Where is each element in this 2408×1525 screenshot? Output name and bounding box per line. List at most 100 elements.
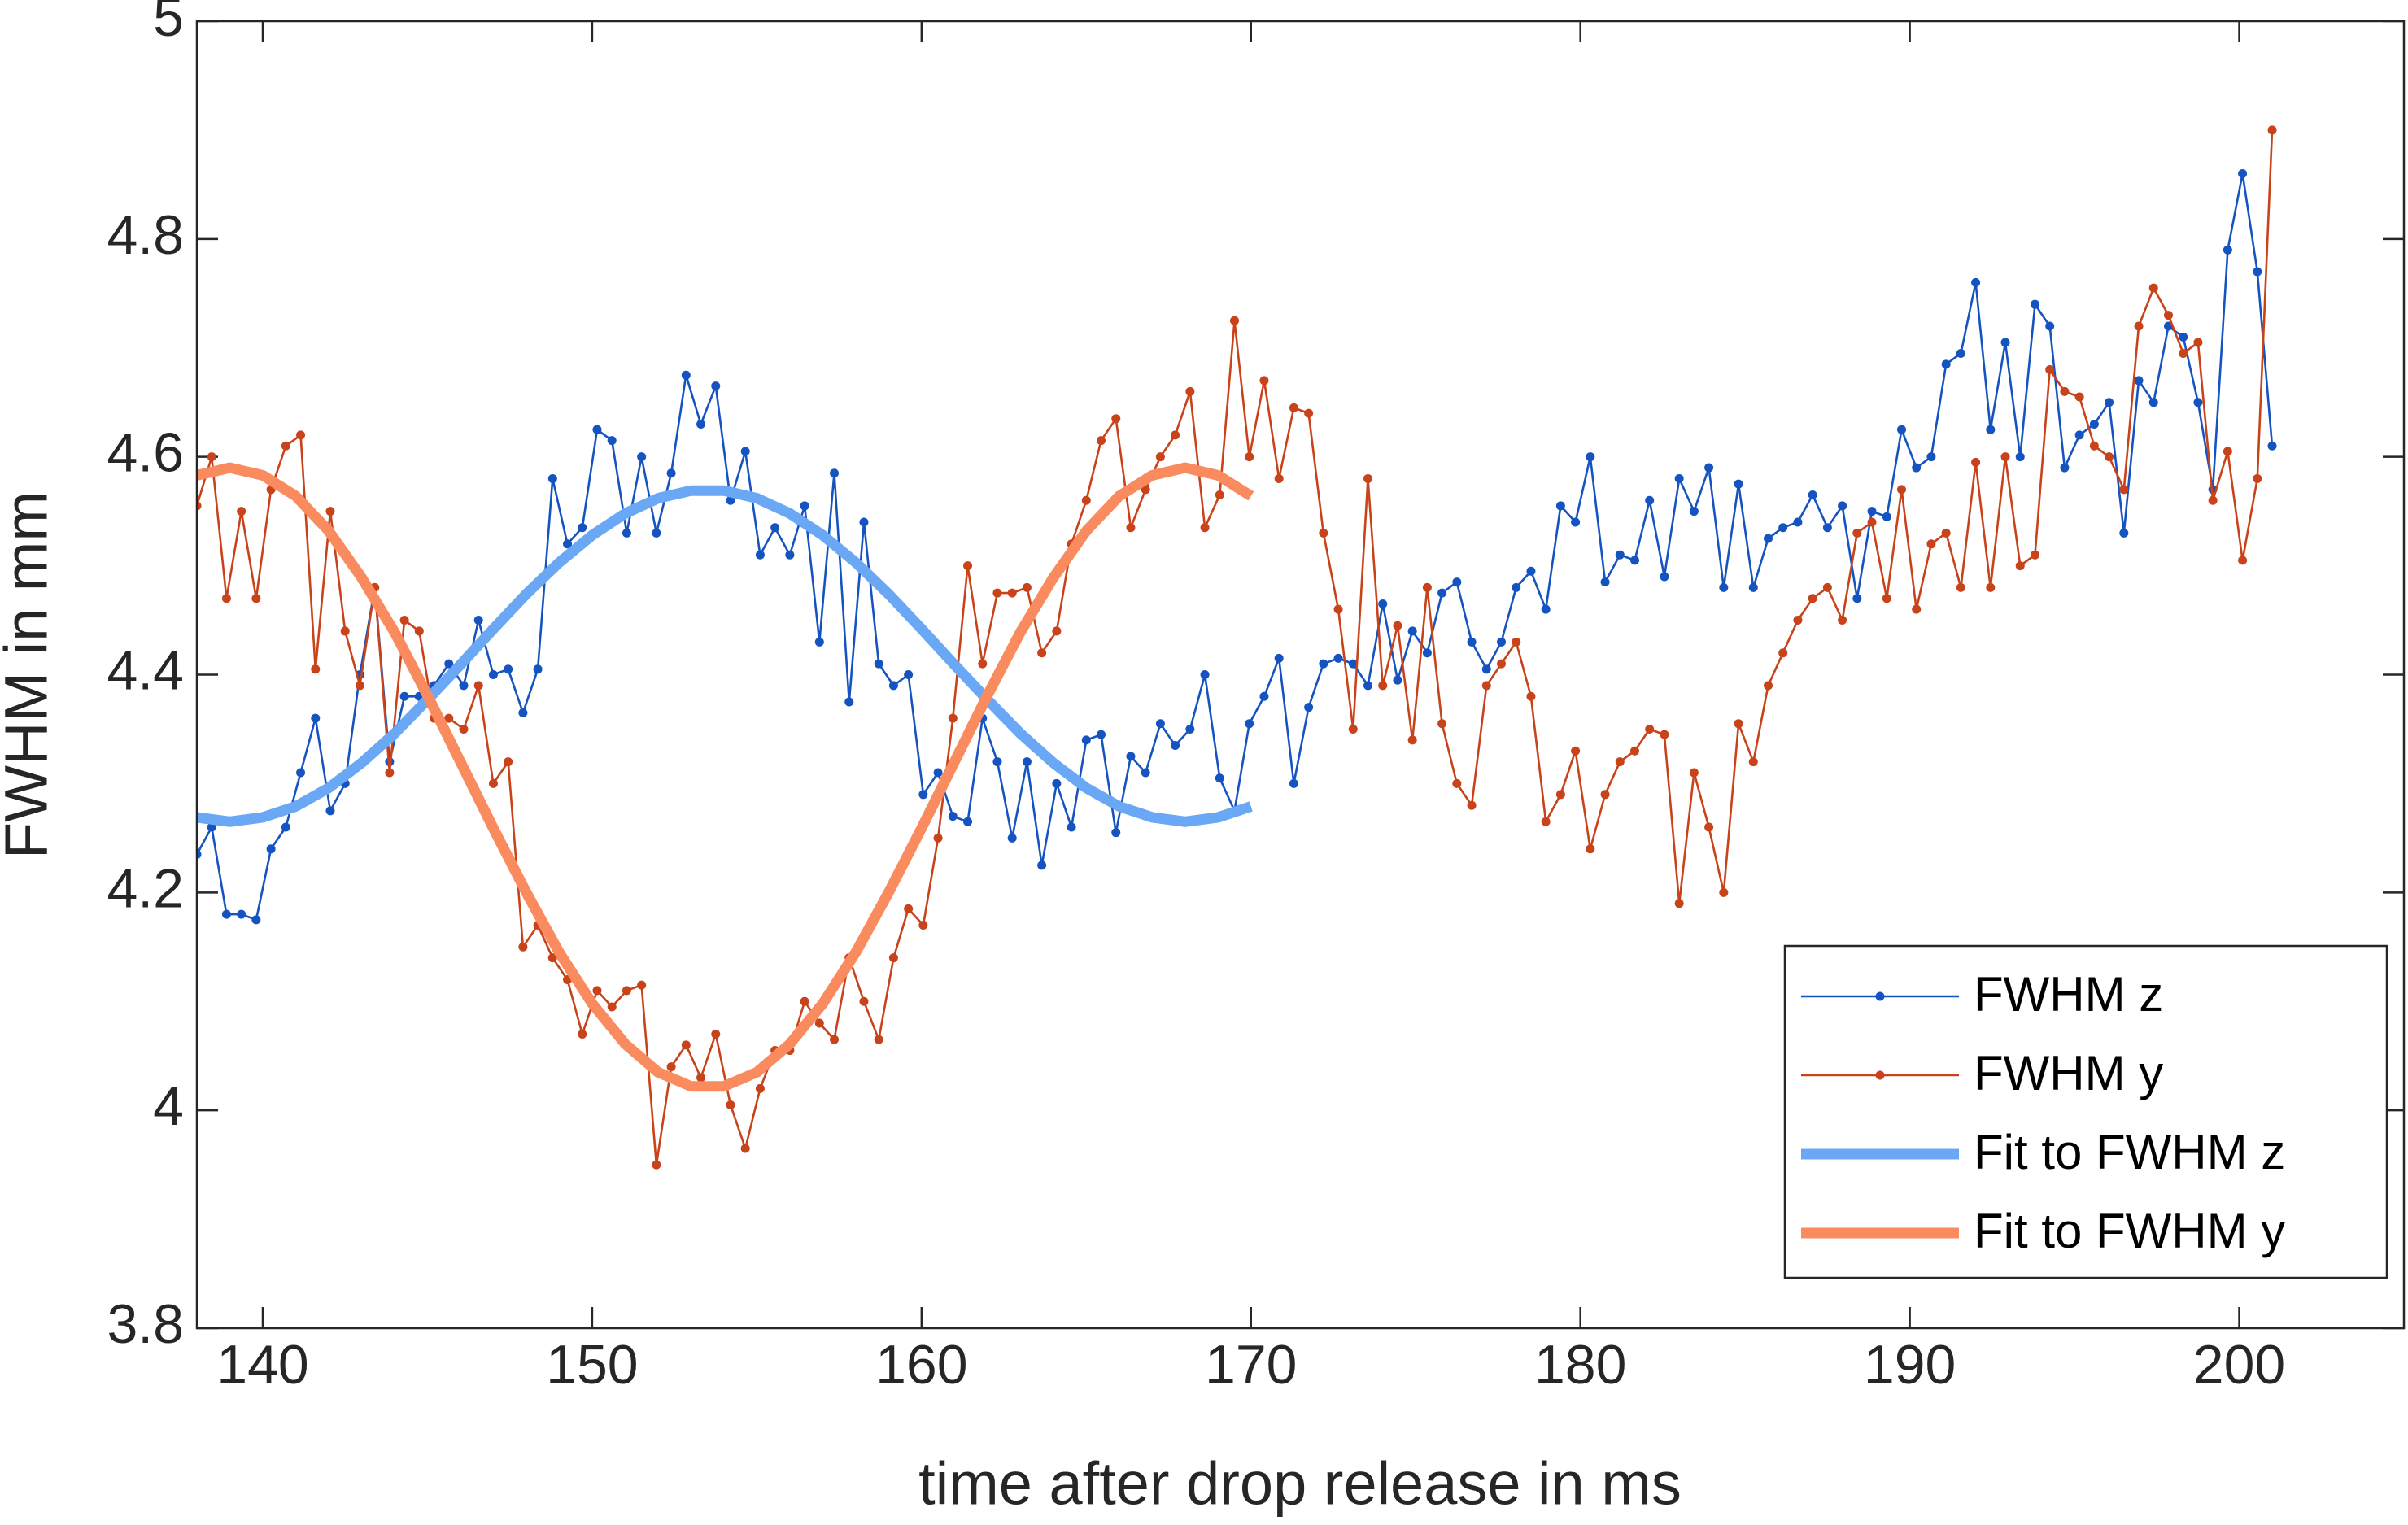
data-point (978, 659, 988, 669)
data-point (874, 1035, 883, 1044)
data-point (1185, 386, 1195, 396)
data-point (2045, 321, 2055, 331)
data-point (1719, 887, 1729, 897)
data-point (1704, 463, 1714, 473)
data-point (1052, 778, 1062, 788)
data-point (1363, 473, 1373, 483)
data-point (1319, 659, 1328, 669)
data-point (281, 441, 290, 451)
data-point (1022, 757, 1032, 767)
data-point (592, 986, 602, 996)
data-point (2045, 365, 2055, 375)
data-point (726, 495, 735, 505)
data-point (666, 468, 676, 478)
data-point (237, 507, 246, 516)
data-point (2105, 452, 2114, 462)
y-tick-label: 4.6 (107, 422, 184, 484)
data-point (1571, 517, 1581, 527)
data-point (1971, 457, 1981, 467)
data-point (1896, 425, 1906, 434)
data-point (2267, 125, 2277, 135)
data-point (948, 713, 958, 723)
data-point (1600, 577, 1610, 587)
data-point (1689, 768, 1699, 778)
data-point (1481, 664, 1491, 674)
data-point (1571, 746, 1581, 756)
data-point (444, 713, 454, 723)
data-point (340, 626, 350, 636)
legend-marker (1875, 1070, 1885, 1080)
data-point (1333, 604, 1343, 614)
data-point (1763, 681, 1773, 691)
data-point (2119, 485, 2129, 495)
data-point (1185, 724, 1195, 734)
data-point (547, 953, 557, 963)
data-point (1171, 741, 1180, 751)
data-point (1097, 730, 1106, 739)
x-tick-label: 170 (1205, 1334, 1297, 1396)
data-point (1926, 452, 1936, 462)
data-point (1852, 528, 1862, 538)
data-point (1822, 582, 1832, 592)
data-point (859, 517, 869, 527)
data-point (992, 757, 1002, 767)
y-tick-label: 4.8 (107, 204, 184, 266)
data-point (296, 430, 306, 440)
data-point (2148, 398, 2158, 407)
data-point (888, 681, 898, 691)
data-point (1778, 523, 1788, 533)
data-point (1274, 653, 1284, 663)
data-point (1541, 604, 1551, 614)
data-point (1838, 616, 1847, 625)
data-point (399, 691, 409, 701)
data-point (800, 501, 809, 511)
data-point (1141, 485, 1150, 495)
data-point (504, 664, 513, 674)
data-point (1748, 757, 1758, 767)
data-point (2193, 398, 2203, 407)
data-point (414, 626, 424, 636)
data-point (2253, 267, 2262, 277)
data-point (755, 1083, 765, 1093)
data-point (1007, 833, 1017, 843)
legend-label: FWHM y (1974, 1046, 2163, 1100)
data-point (1704, 822, 1714, 832)
data-point (1304, 703, 1314, 712)
data-point (1629, 556, 1639, 565)
data-point (1555, 501, 1565, 511)
data-point (681, 370, 691, 380)
data-point (830, 1035, 840, 1044)
data-point (844, 697, 854, 707)
data-point (1971, 277, 1981, 287)
data-point (800, 996, 809, 1006)
data-point (1526, 691, 1536, 701)
data-point (488, 670, 498, 679)
data-point (1407, 626, 1417, 636)
data-point (592, 425, 602, 434)
data-point (637, 452, 647, 462)
data-point (992, 588, 1002, 598)
data-point (1200, 670, 1210, 679)
data-point (1289, 403, 1298, 412)
data-point (1245, 719, 1254, 729)
data-point (1808, 594, 1817, 603)
data-point (1497, 659, 1507, 669)
data-point (2074, 430, 2084, 440)
legend-label: FWHM z (1974, 967, 2163, 1022)
data-point (1689, 507, 1699, 516)
data-point (197, 501, 202, 511)
data-point (355, 681, 364, 691)
data-point (666, 1062, 676, 1072)
data-point (1215, 773, 1224, 783)
data-point (2163, 311, 2173, 320)
x-tick-label: 160 (875, 1334, 967, 1396)
y-tick-label: 4.2 (107, 857, 184, 919)
data-point (622, 528, 631, 538)
data-point (711, 381, 721, 391)
data-point (711, 1029, 721, 1039)
data-point (1867, 517, 1877, 527)
data-point (1941, 528, 1951, 538)
data-point (814, 1018, 824, 1028)
data-point (770, 523, 780, 533)
data-point (740, 447, 750, 456)
